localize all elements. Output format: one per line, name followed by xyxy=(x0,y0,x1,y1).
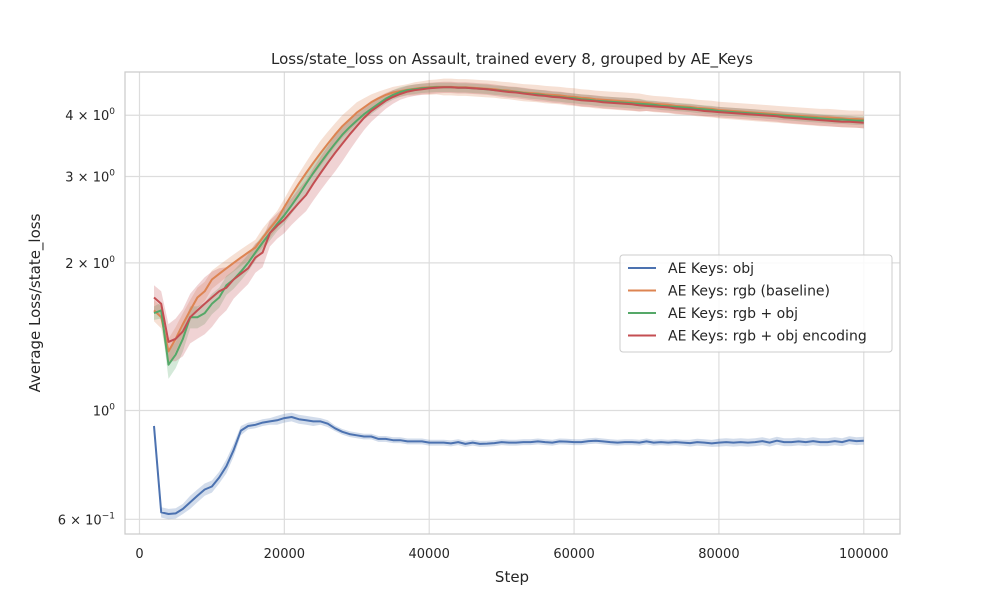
x-tick-label: 80000 xyxy=(698,547,739,562)
series-line xyxy=(153,416,864,515)
x-axis-ticks: 0 20000 40000 60000 80000 100000 xyxy=(135,547,888,562)
series-band xyxy=(154,81,864,362)
x-axis-label: Step xyxy=(495,568,529,586)
x-tick-label: 20000 xyxy=(264,547,305,562)
legend-label: AE Keys: rgb + obj xyxy=(668,306,798,322)
legend-label: AE Keys: obj xyxy=(668,261,754,277)
legend-entries: AE Keys: obj AE Keys: rgb (baseline) AE Ke… xyxy=(628,261,867,345)
y-axis-ticks: 6 × 10−1 100 2 × 100 3 × 100 4 × 100 xyxy=(58,107,116,528)
legend: AE Keys: obj AE Keys: rgb (baseline) AE Ke… xyxy=(619,254,893,353)
y-tick-label: 6 × 10−1 xyxy=(58,511,115,528)
plot-frame xyxy=(124,71,901,535)
y-axis-label: Average Loss/state_loss xyxy=(26,213,45,392)
legend-label: AE Keys: rgb + obj encoding xyxy=(668,329,867,345)
x-tick-label: 40000 xyxy=(409,547,450,562)
chart-title: Loss/state_loss on Assault, trained ever… xyxy=(271,50,753,69)
y-tick-label: 4 × 100 xyxy=(65,107,115,124)
legend-box xyxy=(619,254,893,353)
x-tick-label: 60000 xyxy=(553,547,594,562)
series-band xyxy=(154,78,864,365)
y-tick-label: 2 × 100 xyxy=(65,255,115,272)
series-line xyxy=(153,86,864,343)
y-tick-label: 100 xyxy=(93,403,116,420)
y-tick-label: 3 × 100 xyxy=(65,169,115,186)
series-lines xyxy=(153,85,864,515)
x-tick-label: 100000 xyxy=(839,547,889,562)
legend-label: AE Keys: rgb (baseline) xyxy=(668,284,830,300)
x-tick-label: 0 xyxy=(135,547,143,562)
